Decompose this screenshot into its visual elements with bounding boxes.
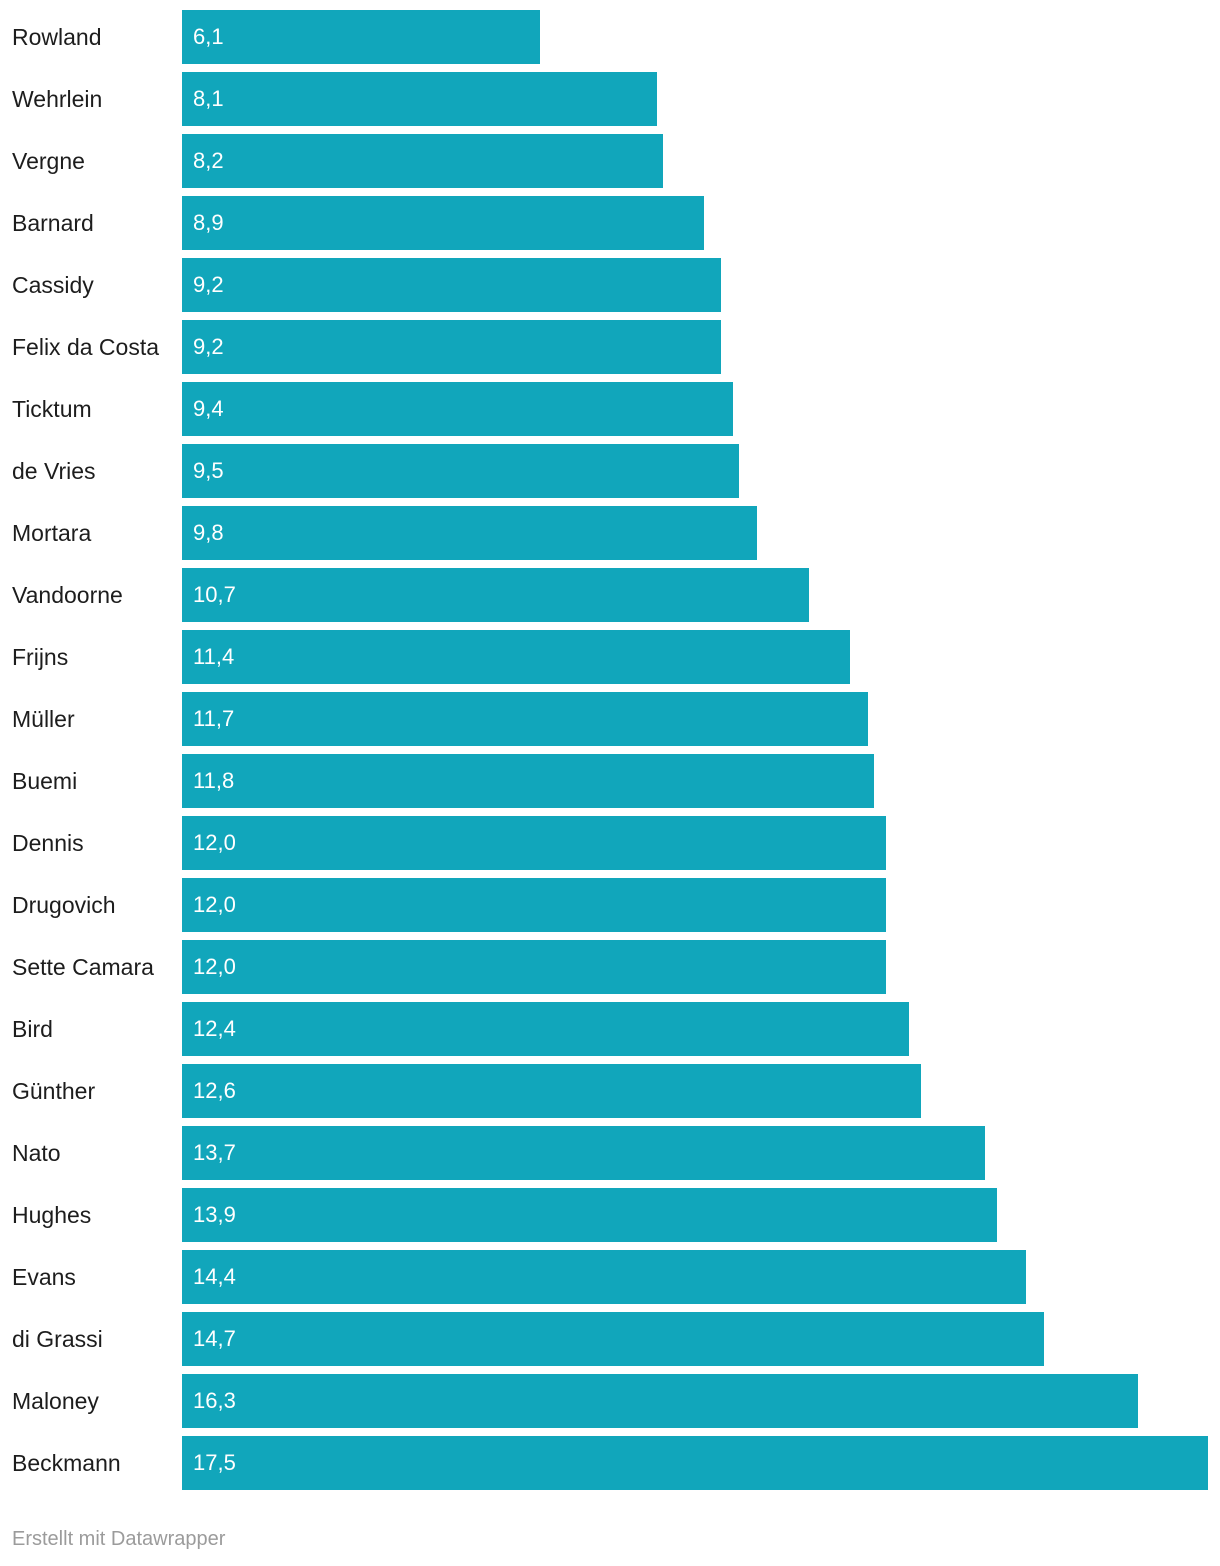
value-label: 12,4 [193,1016,236,1041]
category-label: Frijns [12,644,69,670]
bar-row: Müller 11,7 [0,692,1220,746]
value-label: 12,0 [193,892,236,917]
bar [182,1126,985,1180]
category-label: Vandoorne [12,582,123,608]
value-label: 9,2 [193,334,224,359]
bar [182,1312,1044,1366]
bar [182,692,868,746]
bar-row: Barnard 8,9 [0,196,1220,250]
category-label: Rowland [12,24,102,50]
bar [182,630,850,684]
category-label: Wehrlein [12,86,103,112]
bar [182,320,721,374]
value-label: 9,2 [193,272,224,297]
bar-chart: Rowland 6,1 Wehrlein 8,1 Vergne 8,2 Barnard 8,9… [0,10,1220,1490]
bar [182,1002,909,1056]
value-label: 12,0 [193,954,236,979]
bar-row: Maloney 16,3 [0,1374,1220,1428]
bar [182,134,663,188]
bar-row: Wehrlein 8,1 [0,72,1220,126]
value-label: 11,7 [193,706,235,731]
bar-row: Frijns 11,4 [0,630,1220,684]
bar [182,940,886,994]
bar-row: Cassidy 9,2 [0,258,1220,312]
datawrapper-credit[interactable]: Erstellt mit Datawrapper [12,1528,226,1550]
category-label: Müller [12,706,75,732]
bar [182,754,874,808]
category-label: Evans [12,1264,76,1290]
value-label: 8,2 [193,148,224,173]
category-label: Beckmann [12,1450,121,1476]
bar-row: Sette Camara 12,0 [0,940,1220,994]
bar-row: Felix da Costa 9,2 [0,320,1220,374]
value-label: 10,7 [193,582,236,607]
bar [182,816,886,870]
bar-row: Rowland 6,1 [0,10,1220,64]
category-label: Maloney [12,1388,99,1414]
value-label: 17,5 [193,1450,236,1475]
category-label: Nato [12,1140,61,1166]
bar-row: Dennis 12,0 [0,816,1220,870]
bar-row: Ticktum 9,4 [0,382,1220,436]
bar [182,568,809,622]
bar-row: Drugovich 12,0 [0,878,1220,932]
bar-row: Vandoorne 10,7 [0,568,1220,622]
category-label: Cassidy [12,272,94,298]
bar [182,72,657,126]
bar-row: Hughes 13,9 [0,1188,1220,1242]
value-label: 16,3 [193,1388,236,1413]
bar [182,1436,1208,1490]
value-label: 13,7 [193,1140,236,1165]
bar [182,1374,1138,1428]
bar [182,196,704,250]
bar [182,1188,997,1242]
category-label: Drugovich [12,892,116,918]
category-label: Mortara [12,520,92,546]
value-label: 13,9 [193,1202,236,1227]
bar [182,444,739,498]
value-label: 12,6 [193,1078,236,1103]
bar [182,10,540,64]
value-label: 8,1 [193,86,224,111]
bar [182,258,721,312]
category-label: Vergne [12,148,85,174]
bar [182,506,757,560]
bar [182,878,886,932]
bar-row: Mortara 9,8 [0,506,1220,560]
value-label: 11,8 [193,768,235,793]
bar-row: di Grassi 14,7 [0,1312,1220,1366]
bar-row: Nato 13,7 [0,1126,1220,1180]
category-label: Sette Camara [12,954,154,980]
value-label: 6,1 [193,24,224,49]
bar [182,1250,1026,1304]
category-label: Dennis [12,830,84,856]
value-label: 11,4 [193,644,235,669]
bar [182,382,733,436]
category-label: Ticktum [12,396,92,422]
bar-row: Vergne 8,2 [0,134,1220,188]
category-label: Felix da Costa [12,334,160,360]
category-label: Buemi [12,768,78,794]
bar-row: de Vries 9,5 [0,444,1220,498]
category-label: di Grassi [12,1326,103,1352]
value-label: 8,9 [193,210,224,235]
category-label: Günther [12,1078,96,1104]
bar [182,1064,921,1118]
bar-row: Buemi 11,8 [0,754,1220,808]
category-label: Barnard [12,210,94,236]
value-label: 9,8 [193,520,224,545]
value-label: 14,7 [193,1326,236,1351]
bar-row: Günther 12,6 [0,1064,1220,1118]
bar-row: Bird 12,4 [0,1002,1220,1056]
bar-row: Evans 14,4 [0,1250,1220,1304]
value-label: 9,4 [193,396,224,421]
category-label: de Vries [12,458,96,484]
value-label: 12,0 [193,830,236,855]
value-label: 9,5 [193,458,224,483]
value-label: 14,4 [193,1264,236,1289]
category-label: Bird [12,1016,53,1042]
bar-row: Beckmann 17,5 [0,1436,1220,1490]
category-label: Hughes [12,1202,92,1228]
